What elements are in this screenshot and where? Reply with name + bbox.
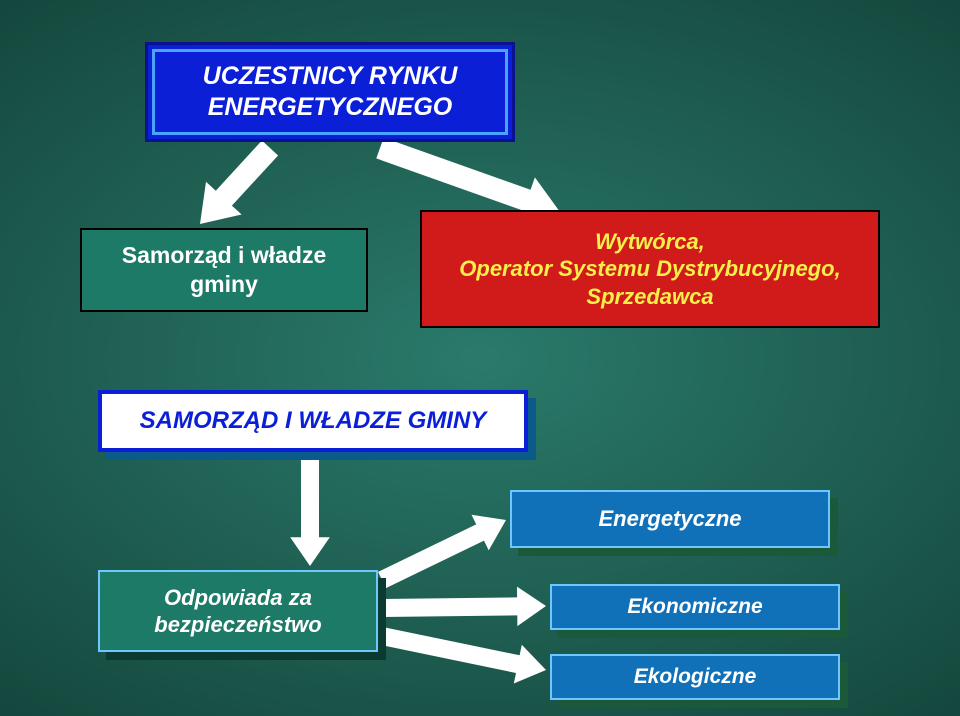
ekonomiczne-box: Ekonomiczne [550,584,840,630]
samorzad-wladze-box: SAMORZĄD I WŁADZE GMINY [98,390,528,452]
ekologiczne-box: Ekologiczne [550,654,840,700]
title-text: UCZESTNICY RYNKU ENERGETYCZNEGO [162,61,498,124]
ekologiczne-text: Ekologiczne [634,664,757,690]
wytworca-box: Wytwórca, Operator Systemu Dystrybucyjne… [420,210,880,328]
samorzad-wladze-text: SAMORZĄD I WŁADZE GMINY [140,406,487,436]
odpowiada-text: Odpowiada za bezpieczeństwo [114,584,362,639]
title-box: UCZESTNICY RYNKU ENERGETYCZNEGO [145,42,515,142]
energetyczne-box: Energetyczne [510,490,830,548]
samorzad-box: Samorząd i władze gminy [80,228,368,312]
wytworca-text: Wytwórca, Operator Systemu Dystrybucyjne… [459,228,840,311]
energetyczne-text: Energetyczne [598,505,741,533]
ekonomiczne-text: Ekonomiczne [627,594,762,620]
samorzad-text: Samorząd i władze gminy [96,241,352,299]
odpowiada-box: Odpowiada za bezpieczeństwo [98,570,378,652]
